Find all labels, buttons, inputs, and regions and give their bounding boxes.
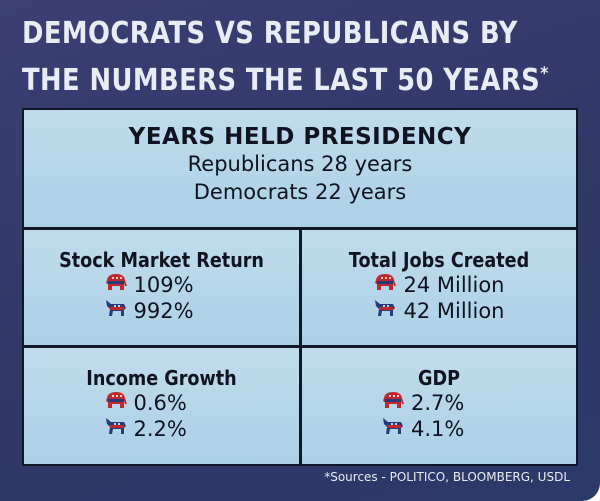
presidency-heading: YEARS HELD PRESIDENCY bbox=[128, 124, 472, 150]
donkey-icon bbox=[381, 416, 405, 442]
republican-row: 24 Million bbox=[302, 272, 576, 298]
democrat-value: 992% bbox=[133, 298, 194, 323]
donkey-icon bbox=[104, 416, 128, 442]
title-line-1: DEMOCRATS VS REPUBLICANS BY bbox=[22, 16, 518, 51]
republican-value: 109% bbox=[133, 272, 194, 297]
republican-row: 2.7% bbox=[302, 390, 576, 416]
republican-value: 2.7% bbox=[411, 390, 465, 415]
republican-value: 24 Million bbox=[403, 272, 505, 297]
stat-label: Stock Market Return bbox=[59, 248, 264, 272]
sources-note: *Sources - POLITICO, BLOOMBERG, USDL bbox=[324, 470, 570, 484]
democrat-value: 4.1% bbox=[411, 416, 465, 441]
stat-cell: Total Jobs Created 24 Million 42 Million bbox=[302, 230, 576, 345]
democrat-value: 42 Million bbox=[403, 298, 505, 323]
stat-label: Income Growth bbox=[86, 366, 237, 390]
democrat-row: 4.1% bbox=[302, 416, 576, 442]
stats-panel: YEARS HELD PRESIDENCY Republicans 28 yea… bbox=[22, 108, 578, 466]
title-line-2-text: THE NUMBERS THE LAST 50 YEARS bbox=[22, 63, 541, 98]
elephant-icon bbox=[104, 272, 128, 298]
stat-label: Total Jobs Created bbox=[348, 248, 530, 272]
donkey-icon bbox=[373, 298, 397, 324]
elephant-icon bbox=[373, 272, 397, 298]
republican-years: Republicans 28 years bbox=[187, 152, 413, 176]
presidency-cell: YEARS HELD PRESIDENCY Republicans 28 yea… bbox=[24, 110, 576, 227]
title-line-2: THE NUMBERS THE LAST 50 YEARS* bbox=[22, 54, 548, 101]
republican-row: 0.6% bbox=[24, 390, 299, 416]
asterisk: * bbox=[540, 63, 549, 84]
stat-cell: GDP 2.7% 4.1% bbox=[302, 348, 576, 464]
democrat-row: 2.2% bbox=[24, 416, 299, 442]
stat-cell: Stock Market Return 109% 992% bbox=[24, 230, 299, 345]
elephant-icon bbox=[381, 390, 405, 416]
donkey-icon bbox=[104, 298, 128, 324]
democrat-row: 992% bbox=[24, 298, 299, 324]
democrat-row: 42 Million bbox=[302, 298, 576, 324]
democrat-value: 2.2% bbox=[133, 416, 187, 441]
elephant-icon bbox=[104, 390, 128, 416]
title: DEMOCRATS VS REPUBLICANS BY THE NUMBERS … bbox=[22, 14, 548, 101]
stat-label: GDP bbox=[418, 366, 460, 390]
republican-row: 109% bbox=[24, 272, 299, 298]
democrat-years: Democrats 22 years bbox=[193, 180, 407, 204]
republican-value: 0.6% bbox=[133, 390, 187, 415]
stat-cell: Income Growth 0.6% 2.2% bbox=[24, 348, 299, 464]
